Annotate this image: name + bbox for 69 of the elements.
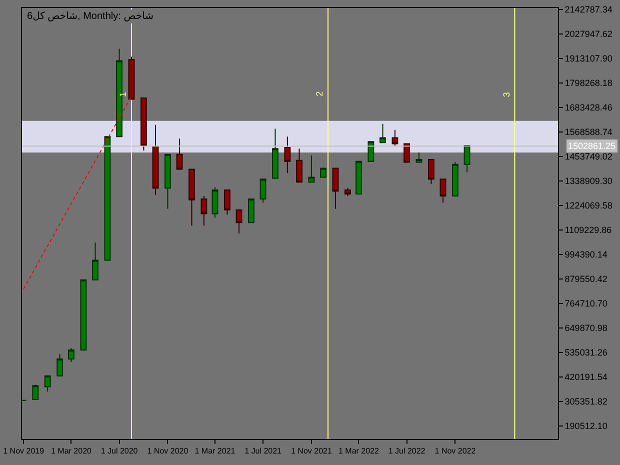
x-tick-label: 1 Jul 2020 bbox=[100, 446, 138, 456]
ref-line-label: 2 bbox=[314, 91, 325, 96]
y-tick-label: 994390.14 bbox=[564, 250, 608, 260]
candlestick bbox=[284, 136, 291, 174]
candlestick bbox=[428, 158, 434, 185]
candlestick bbox=[212, 186, 218, 218]
x-tick-label: 1 Mar 2020 bbox=[50, 446, 92, 456]
chart-title: شاخص کل6, Monthly: شاخص bbox=[27, 11, 154, 22]
x-tick-label: 1 Nov 2022 bbox=[434, 446, 476, 456]
candlestick bbox=[392, 129, 398, 147]
y-tick-label: 649870.98 bbox=[564, 323, 608, 334]
x-tick-label: 1 Mar 2021 bbox=[194, 446, 236, 456]
candlestick bbox=[104, 136, 111, 262]
x-tick-label: 1 Nov 2020 bbox=[147, 446, 189, 456]
candlestick bbox=[140, 97, 147, 152]
candlestick bbox=[200, 195, 208, 226]
x-tick-label: 1 Nov 2019 bbox=[3, 446, 45, 456]
y-tick-label: 764710.70 bbox=[564, 298, 608, 309]
y-tick-label: 1453749.02 bbox=[564, 152, 612, 162]
y-tick-label: 1683428.46 bbox=[564, 102, 612, 113]
ref-line-label: 1 bbox=[118, 92, 128, 97]
x-tick-label: 1 Nov 2021 bbox=[291, 446, 332, 456]
candlestick bbox=[224, 189, 230, 216]
y-tick-label: 1798268.18 bbox=[564, 78, 612, 88]
y-tick-label: 190512.10 bbox=[564, 421, 608, 432]
x-tick-label: 1 Jul 2021 bbox=[244, 446, 282, 456]
candlestick bbox=[452, 162, 458, 197]
candlestick bbox=[68, 348, 74, 362]
candlestick bbox=[464, 145, 470, 173]
x-tick-label: 1 Jul 2022 bbox=[388, 446, 426, 456]
candlestick bbox=[308, 154, 315, 184]
y-tick-label: 535031.26 bbox=[564, 348, 608, 358]
candlestick bbox=[368, 140, 374, 162]
candlestick bbox=[152, 124, 159, 196]
candlestick bbox=[176, 138, 183, 170]
y-tick-label: 1568588.74 bbox=[564, 127, 612, 138]
candlestick bbox=[272, 128, 278, 180]
x-tick-label: 1 Mar 2022 bbox=[338, 446, 380, 456]
y-tick-label: 1913107.90 bbox=[564, 54, 612, 64]
candlestick bbox=[236, 208, 242, 234]
candlestick bbox=[92, 242, 98, 281]
y-tick-label: 2142787.34 bbox=[564, 4, 612, 15]
candlestick bbox=[440, 178, 446, 204]
candlestick bbox=[80, 278, 87, 351]
candlestick bbox=[416, 152, 422, 164]
y-tick-label: 2027947.62 bbox=[564, 29, 612, 40]
y-tick-label: 1338909.30 bbox=[564, 176, 612, 186]
y-tick-label: 1109229.86 bbox=[564, 225, 612, 236]
candlestick bbox=[260, 178, 266, 204]
candlestick bbox=[332, 167, 339, 210]
candlestick bbox=[44, 374, 51, 392]
candlestick bbox=[296, 148, 302, 184]
candlestick bbox=[380, 123, 386, 144]
candlestick bbox=[248, 198, 254, 224]
candlestick bbox=[32, 384, 39, 400]
ref-line-label: 3 bbox=[501, 92, 512, 98]
candlestick bbox=[128, 56, 135, 100]
y-tick-label: 420191.54 bbox=[564, 372, 608, 382]
candlestick bbox=[404, 142, 410, 164]
y-tick-label: 1224069.58 bbox=[564, 200, 612, 211]
candlestick bbox=[344, 188, 351, 196]
candlestick bbox=[188, 168, 195, 226]
candlestick bbox=[320, 167, 326, 178]
y-tick-label: 879550.42 bbox=[564, 274, 608, 284]
candlestick bbox=[356, 160, 362, 195]
y-tick-label: 305351.82 bbox=[564, 396, 608, 407]
candlestick bbox=[164, 153, 171, 210]
ref-line-label: 1502861.25 bbox=[568, 141, 616, 151]
candlestick bbox=[56, 354, 64, 377]
